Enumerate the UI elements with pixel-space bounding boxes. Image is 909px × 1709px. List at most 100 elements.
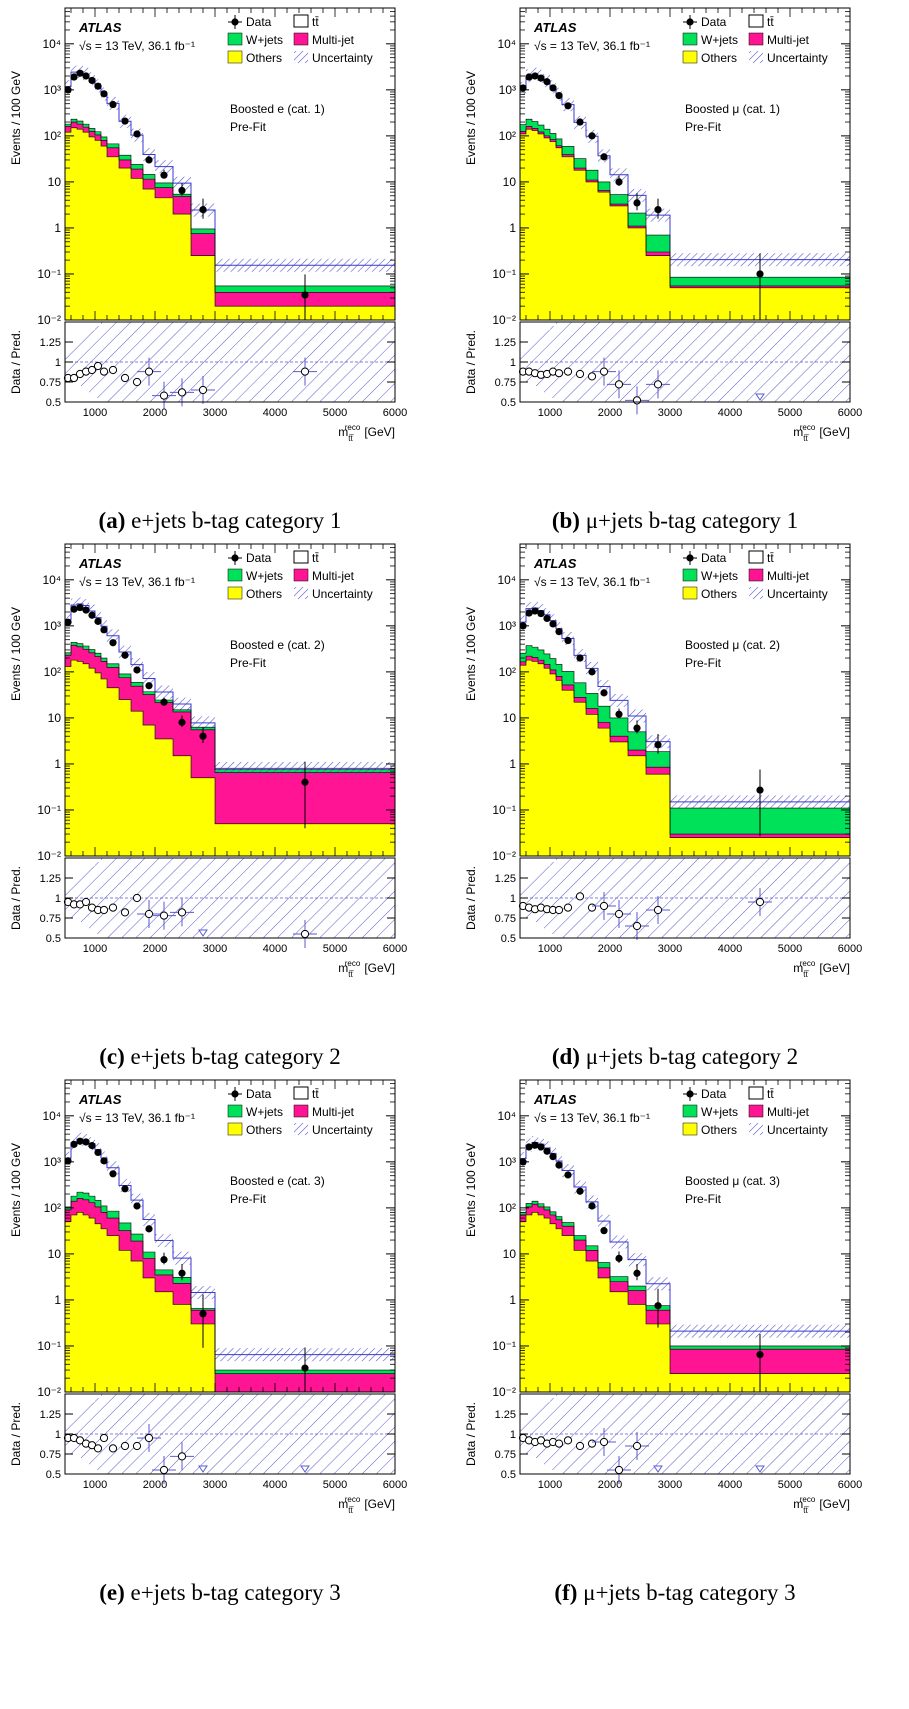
ratio-point	[132, 377, 142, 387]
data-point	[543, 78, 551, 86]
ratio-point	[108, 903, 118, 912]
ratio-y-axis-title: Data / Pred.	[464, 866, 478, 930]
others-bar	[119, 1250, 131, 1392]
others-bar	[173, 1304, 191, 1392]
ratio-point	[159, 911, 169, 920]
y-axis-title: Events / 100 GeV	[9, 607, 23, 701]
others-bar	[83, 1215, 89, 1392]
data-point	[88, 1142, 96, 1150]
others-bar	[119, 168, 131, 320]
stack-outline	[520, 1200, 850, 1347]
legend-ttbar-swatch	[748, 550, 764, 564]
others-bar	[191, 255, 215, 320]
stack-outline	[65, 118, 395, 287]
legend-others-swatch	[227, 586, 243, 600]
ratio-y-tick-label: 1	[55, 1429, 61, 1441]
ratio-uncertainty-band	[143, 858, 155, 938]
ratio-arrow-down	[755, 1465, 765, 1473]
legend-wjets-label: W+jets	[701, 569, 738, 583]
data-point	[543, 614, 551, 623]
atlas-label: ATLAS	[78, 20, 122, 35]
data-point	[70, 73, 78, 81]
y-tick-label: 1	[54, 1293, 61, 1307]
lumi-label: √s = 13 TeV, 36.1 fb⁻¹	[79, 575, 195, 589]
y-tick-label: 10	[48, 711, 62, 725]
ratio-point	[99, 367, 109, 376]
legend-wjets-swatch	[227, 568, 243, 582]
others-bar	[586, 714, 598, 856]
data-point	[600, 1227, 608, 1235]
panel-caption-label: (e)	[99, 1580, 125, 1605]
stack-outline	[520, 655, 850, 835]
ratio-point	[99, 905, 109, 915]
data-point	[588, 668, 596, 676]
others-bar	[95, 672, 101, 856]
ratio-uncertainty-band	[556, 858, 562, 938]
x-tick-label: 6000	[383, 943, 407, 955]
y-axis-title: Events / 100 GeV	[9, 71, 23, 165]
stack-outline	[65, 127, 395, 307]
others-bar	[83, 663, 89, 856]
fit-label: Pre-Fit	[685, 120, 722, 134]
data-point	[537, 74, 545, 82]
x-axis-title-sup: reco	[345, 1495, 361, 1504]
panel-caption-text: e+jets b-tag category 1	[125, 508, 342, 533]
x-tick-label: 1000	[83, 943, 107, 955]
y-tick-label: 10⁻¹	[492, 1339, 516, 1353]
legend-ttbar-swatch	[293, 550, 309, 564]
legend-uncertainty-swatch	[749, 51, 763, 63]
others-bar	[628, 227, 646, 320]
stack-outline	[65, 644, 395, 773]
others-bar	[520, 133, 526, 320]
ratio-y-tick-label: 1.25	[495, 1409, 516, 1421]
atlas-label: ATLAS	[78, 556, 122, 571]
others-bar	[71, 660, 77, 856]
legend-uncertainty-label: Uncertainty	[312, 51, 373, 65]
legend-others-swatch	[682, 50, 698, 64]
legend-data-marker	[686, 554, 694, 562]
stack-outline	[520, 1203, 850, 1350]
x-tick-label: 5000	[778, 407, 802, 419]
ratio-uncertainty-band	[71, 342, 77, 382]
others-bar	[77, 1212, 83, 1392]
main-frame	[64, 1079, 396, 1393]
legend-ttbar-swatch	[293, 1086, 309, 1100]
data-point	[94, 82, 102, 90]
fit-label: Pre-Fit	[230, 656, 267, 670]
x-tick-label: 4000	[718, 943, 742, 955]
data-point	[145, 682, 153, 690]
others-bar	[191, 777, 215, 856]
data-point	[109, 1170, 117, 1178]
ratio-point	[554, 369, 564, 378]
ratio-point	[632, 396, 642, 405]
data-point	[588, 132, 596, 140]
others-bar	[71, 1215, 77, 1392]
others-bar	[646, 774, 670, 856]
x-axis-title-m: m	[338, 1497, 348, 1511]
legend: Data tt̄ W+jets Multi-jet Others Uncertainty	[227, 550, 373, 601]
ratio-point	[653, 380, 663, 389]
x-axis-title-m: m	[338, 425, 348, 439]
chart-panel-c: 10⁻² 10⁻¹ 1 10 10² 10³ 10⁴ Events / 100 GeV ATLA…	[0, 536, 440, 1076]
x-tick-label: 5000	[323, 1479, 347, 1491]
x-axis-title: mtt̅ reco [GeV]	[338, 423, 395, 443]
ratio-uncertainty-band	[610, 858, 628, 938]
legend-others-swatch	[227, 1122, 243, 1136]
channel-label: Boosted μ (cat. 1)	[685, 102, 780, 116]
x-axis-title-m: m	[793, 1497, 803, 1511]
stack-outline	[65, 1191, 395, 1371]
stack-outline	[520, 659, 850, 838]
plot-area	[520, 67, 850, 320]
data-point	[133, 666, 141, 674]
legend-wjets-label: W+jets	[246, 33, 283, 47]
panel-caption-text: μ+jets b-tag category 3	[577, 1580, 796, 1605]
x-axis-title-sub: tt̅	[348, 434, 354, 443]
ratio-y-tick-label: 0.75	[495, 1449, 516, 1461]
data-point	[301, 1364, 309, 1372]
ratio-point	[144, 909, 154, 919]
stack-outline	[520, 118, 850, 278]
data-point	[121, 1185, 129, 1193]
ratio-point	[93, 1444, 103, 1453]
x-tick-label: 2000	[598, 943, 622, 955]
data-point	[199, 206, 207, 214]
